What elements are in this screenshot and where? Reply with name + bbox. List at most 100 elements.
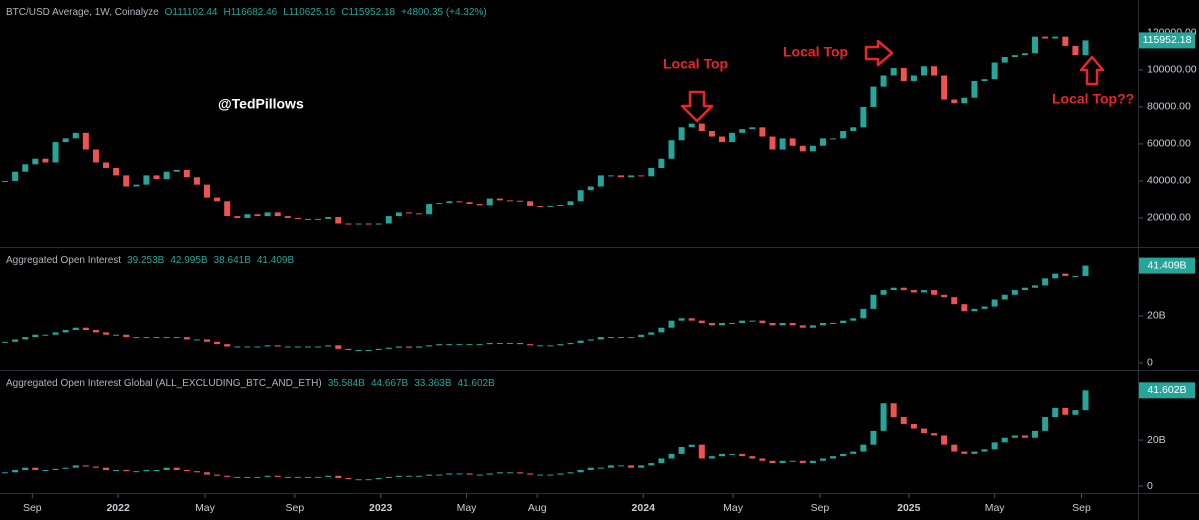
candle [274,475,281,477]
candles [2,390,1089,481]
candle [395,475,402,477]
candle [1032,430,1039,438]
candle [32,467,39,470]
candle [466,473,473,475]
candle [668,453,675,459]
candle [153,337,160,339]
candle [496,342,503,344]
candle [506,342,513,344]
candle [12,171,19,181]
candle [426,204,433,215]
x-tick-label: Aug [528,502,547,514]
candle [537,345,544,347]
candle [72,327,79,331]
candle [678,127,685,141]
candle [113,334,120,336]
candle [2,341,9,343]
candle [759,320,766,323]
candle [618,465,625,467]
candle [113,167,120,176]
candle [385,216,392,224]
candle [193,177,200,185]
candle [819,138,826,146]
y-tick-label: 40000.00 [1147,175,1191,187]
candle [2,472,9,474]
candle [789,138,796,146]
candle [254,346,261,348]
candle [557,473,564,475]
candle [254,476,261,478]
candle [577,469,584,473]
candle [204,184,211,198]
candle [234,346,241,348]
candle [325,345,332,347]
candle [496,472,503,474]
candle [183,169,190,178]
watermark: @TedPillows [218,96,304,112]
candle [900,417,907,424]
candle [941,435,948,445]
x-tick-label: 2024 [632,502,656,514]
candle [819,322,826,326]
candle [718,322,725,326]
candle [486,198,493,206]
candle [840,453,847,457]
candle [22,337,29,340]
candle [1011,290,1018,295]
candle [799,145,806,152]
x-tick-label: 2025 [897,502,921,514]
candle [153,469,160,471]
candle [62,330,69,333]
header-value: C115952.18 [341,7,395,18]
y-tick-label: 20000.00 [1147,212,1191,224]
candle [658,458,665,464]
candle [476,344,483,346]
candle [698,123,705,131]
candle [405,346,412,348]
candle [567,201,574,206]
candle [890,403,897,418]
panel-title: BTC/USD Average, 1W, Coinalyze [6,7,159,18]
candle [42,469,49,471]
candle [668,140,675,159]
candle [628,175,635,178]
candle [688,318,695,321]
candle [910,423,917,429]
candle [517,472,524,474]
candle [749,456,756,459]
candle [416,346,423,348]
candle [405,212,412,214]
candle [708,456,715,459]
candle [1032,285,1039,288]
candle [547,205,554,207]
candle [991,62,998,80]
candle [416,475,423,477]
candle [416,213,423,215]
candle [335,345,342,349]
candle [981,79,988,82]
candle [567,472,574,474]
y-tick-label: 20B [1147,310,1166,322]
candle [789,322,796,326]
y-tick-label: 100000.00 [1147,64,1197,76]
candle [638,334,645,338]
candle [759,458,766,461]
candle [1072,275,1079,277]
y-tick-label: 0 [1147,357,1153,369]
header-value: O111102.44 [165,7,218,18]
panel-header: Aggregated Open Interest 39.253B 42.995B 38… [6,255,294,266]
candle [981,306,988,309]
x-tick-label: 2022 [106,502,130,514]
candle [2,180,9,182]
candle [951,99,958,104]
candle [708,130,715,137]
candle [779,138,786,150]
x-tick-label: Sep [23,502,42,514]
header-value: 38.641B [214,255,252,266]
candle [12,339,19,342]
y-tick-label: 0 [1147,480,1153,492]
candle [123,175,130,187]
candle [436,203,443,205]
candle [809,460,816,464]
candle [900,68,907,82]
